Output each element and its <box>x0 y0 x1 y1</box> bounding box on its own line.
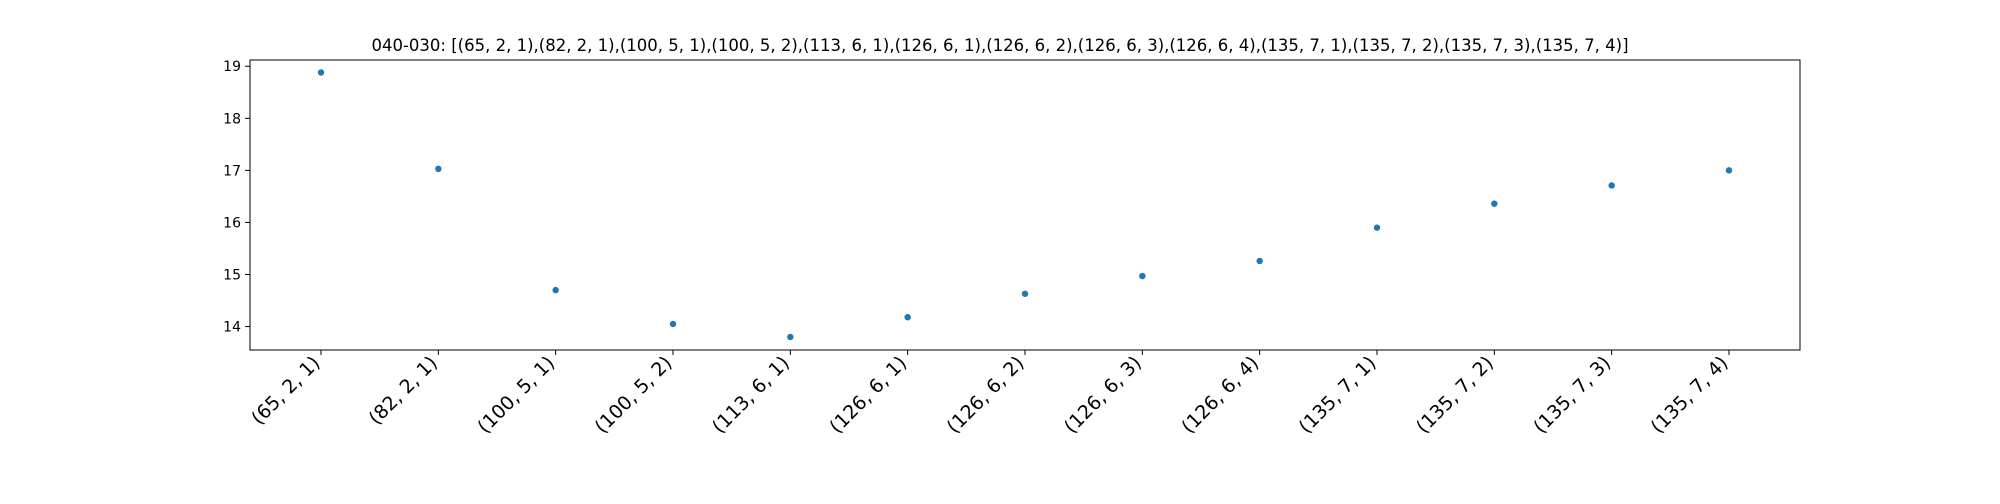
data-point <box>435 165 442 173</box>
x-tick-label: (126, 6, 4) <box>1177 352 1263 438</box>
x-tick-label: (100, 5, 2) <box>591 352 677 438</box>
x-tick-label: (100, 5, 1) <box>473 352 559 438</box>
x-tick-label: (135, 7, 2) <box>1412 352 1498 438</box>
y-tick-label: 17 <box>223 163 241 179</box>
data-point <box>1608 182 1615 189</box>
y-tick-label: 18 <box>223 111 241 127</box>
data-point <box>669 320 677 328</box>
x-tick-label: (113, 6, 1) <box>708 352 794 438</box>
x-tick-label: (126, 6, 2) <box>943 352 1029 438</box>
axes-frame <box>249 59 1801 351</box>
y-tick-label: 15 <box>223 268 241 284</box>
x-tick-label: (135, 7, 4) <box>1647 352 1733 438</box>
chart-title: 040-030: [(65, 2, 1),(82, 2, 1),(100, 5,… <box>371 36 1629 55</box>
data-point <box>552 286 559 294</box>
data-point <box>1373 224 1381 231</box>
data-point <box>787 333 794 341</box>
data-point <box>317 69 325 76</box>
x-tick-label: (82, 2, 1) <box>365 352 442 429</box>
x-tick-label: (65, 2, 1) <box>247 352 324 429</box>
data-point <box>1256 257 1263 265</box>
x-tick-label: (135, 7, 1) <box>1295 352 1381 438</box>
x-tick-label: (126, 6, 1) <box>825 352 911 438</box>
data-point <box>1021 290 1029 297</box>
y-tick-label: 16 <box>223 215 241 231</box>
x-tick-label: (126, 6, 3) <box>1060 352 1146 438</box>
x-tick-label: (135, 7, 3) <box>1529 352 1615 438</box>
data-point <box>1139 272 1146 280</box>
y-tick-label: 14 <box>223 320 241 336</box>
data-point <box>904 313 911 321</box>
plot-area: 14 15 16 17 18 19 (65, 2, 1) (82, 2, 1) (100, 5,… <box>223 59 1801 438</box>
data-point <box>1491 200 1498 207</box>
y-tick-label: 19 <box>223 59 241 75</box>
data-point <box>1725 167 1733 174</box>
